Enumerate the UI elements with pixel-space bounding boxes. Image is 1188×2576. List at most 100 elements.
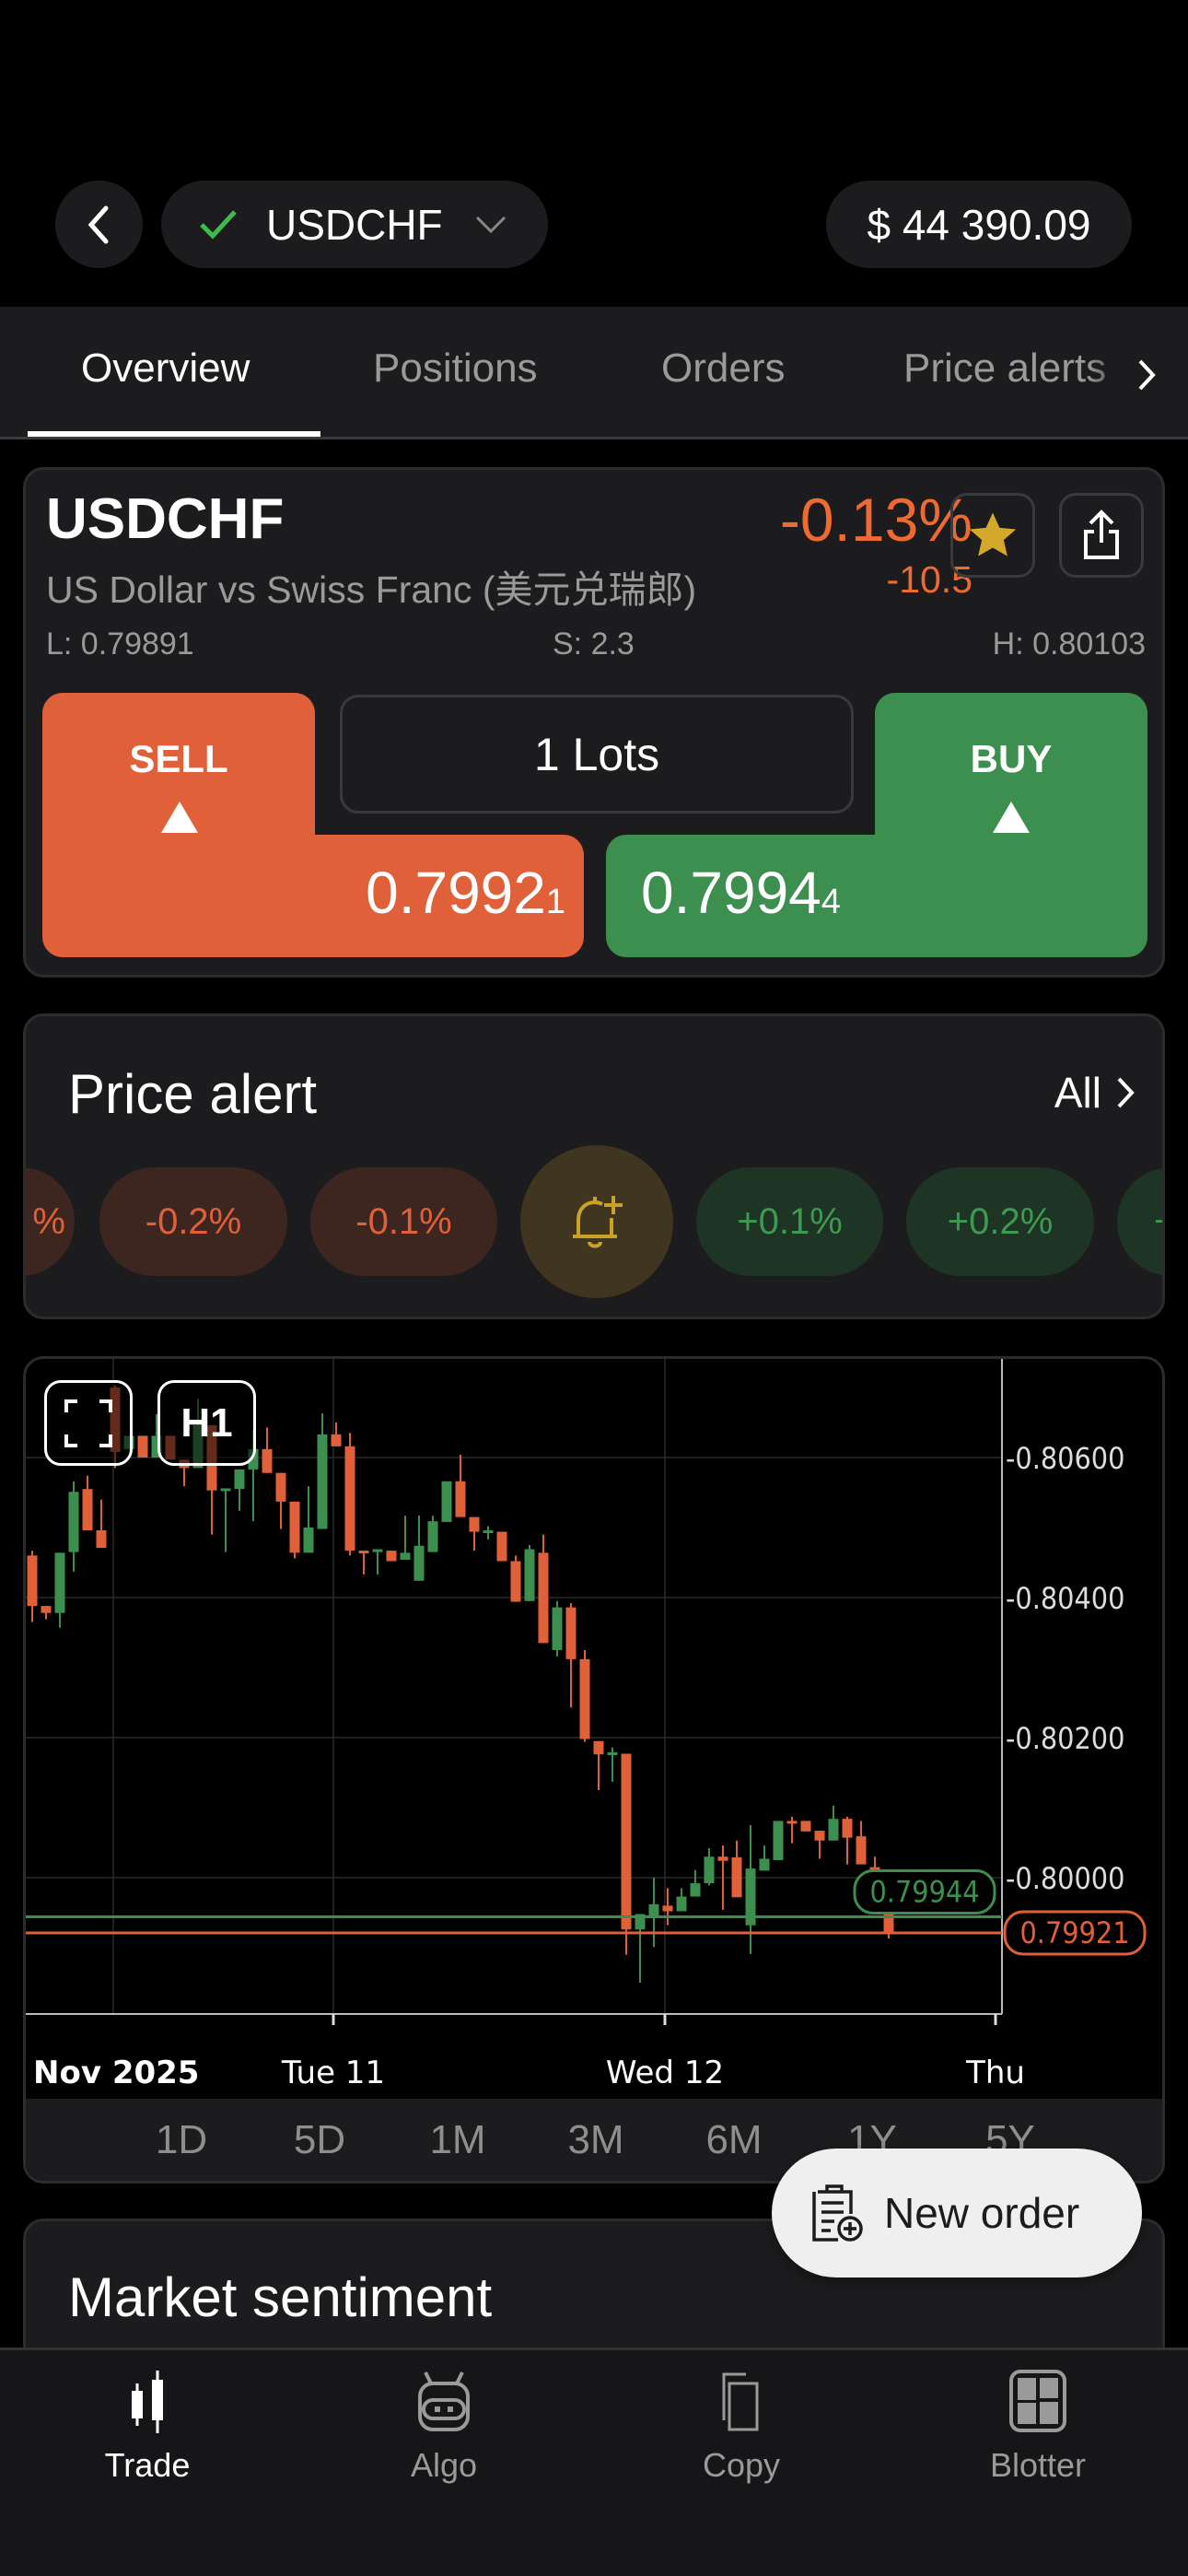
- timeframe-6m[interactable]: 6M: [705, 2117, 763, 2162]
- candle: [524, 1545, 535, 1601]
- timeframe-1d[interactable]: 1D: [155, 2117, 208, 2162]
- candle-body: [704, 1856, 715, 1884]
- favorite-button[interactable]: [950, 493, 1035, 578]
- chevron-left-icon: [87, 205, 108, 243]
- share-icon: [1084, 509, 1119, 559]
- candle-body: [731, 1856, 742, 1898]
- nav-trade[interactable]: Trade: [55, 2369, 239, 2485]
- candle-body: [400, 1552, 411, 1560]
- candle: [786, 1816, 798, 1844]
- candle-body: [800, 1821, 811, 1832]
- alert-chip-minus-0.3[interactable]: %: [26, 1167, 75, 1276]
- candle-body: [621, 1753, 632, 1930]
- nav-algo[interactable]: Algo: [352, 2369, 536, 2485]
- share-button[interactable]: [1059, 493, 1144, 578]
- x-tick-label: Tue 11: [281, 2055, 385, 2091]
- candle-body: [137, 1435, 148, 1458]
- timeframe-3m[interactable]: 3M: [567, 2117, 624, 2162]
- candle-body: [151, 1435, 162, 1458]
- candle-body: [469, 1516, 480, 1532]
- quote-symbol: USDCHF: [46, 487, 285, 551]
- y-tick-label: -0.80000: [1006, 1861, 1124, 1896]
- timeframe-1m[interactable]: 1M: [429, 2117, 486, 2162]
- lots-input[interactable]: 1 Lots: [340, 695, 854, 814]
- nav-copy[interactable]: Copy: [649, 2369, 833, 2485]
- alert-chip-plus-0.3[interactable]: +: [1117, 1167, 1162, 1276]
- candle-body: [538, 1552, 549, 1644]
- add-alert-button[interactable]: [520, 1145, 673, 1298]
- ask-price-label-box: [853, 1869, 996, 1915]
- tab-price-alerts[interactable]: Price alerts: [903, 345, 1107, 391]
- candle: [510, 1555, 521, 1602]
- new-order-label: New order: [884, 2189, 1080, 2237]
- all-label: All: [1054, 1069, 1101, 1117]
- candle-body: [68, 1492, 79, 1552]
- candle-body: [41, 1606, 52, 1613]
- all-alerts-link[interactable]: All: [1054, 1068, 1135, 1118]
- candle-body: [344, 1446, 355, 1551]
- account-balance[interactable]: $ 44 390.09: [826, 181, 1132, 268]
- candle: [690, 1869, 701, 1897]
- buy-price-area[interactable]: 0.79944: [606, 835, 1147, 957]
- alert-chip-plus-0.2[interactable]: +0.2%: [906, 1167, 1094, 1276]
- candle: [151, 1413, 162, 1458]
- candle: [565, 1603, 577, 1708]
- y-tick-label: -0.80600: [1006, 1441, 1124, 1476]
- bid-price-label-box: [1003, 1910, 1147, 1956]
- nav-blotter[interactable]: Blotter: [946, 2369, 1130, 2485]
- candle-body: [96, 1530, 107, 1549]
- y-tick-label: -0.80400: [1006, 1581, 1124, 1616]
- candle-body: [289, 1501, 300, 1553]
- chart-card: -0.80600 -0.80400 -0.80200 -0.80000 Nov 2025…: [23, 1356, 1165, 2184]
- alert-chip-plus-0.1[interactable]: +0.1%: [696, 1167, 883, 1276]
- alert-chip-minus-0.2[interactable]: -0.2%: [99, 1167, 287, 1276]
- candle-body: [759, 1858, 770, 1871]
- quote-card: USDCHF US Dollar vs Swiss Franc (美元兑瑞郎) …: [23, 467, 1165, 978]
- candle-body: [441, 1481, 452, 1522]
- tab-bar: Overview Positions Orders Price alerts: [0, 307, 1188, 439]
- candle-body: [496, 1531, 507, 1562]
- candle: [800, 1821, 811, 1832]
- candle-body: [455, 1481, 466, 1517]
- candle-body: [814, 1831, 825, 1841]
- interval-button[interactable]: H1: [157, 1380, 256, 1466]
- candle-body: [372, 1549, 383, 1552]
- candle: [262, 1427, 273, 1473]
- ask-price-label: 0.79944: [869, 1875, 979, 1910]
- candle: [593, 1740, 604, 1790]
- robot-icon: [418, 2371, 470, 2431]
- nav-algo-label: Algo: [410, 2446, 478, 2484]
- nav-blotter-label: Blotter: [989, 2446, 1087, 2484]
- candlestick-chart[interactable]: -0.80600 -0.80400 -0.80200 -0.80000 Nov 2025…: [26, 1359, 1165, 2099]
- market-sentiment-title: Market sentiment: [68, 2266, 493, 2328]
- candle-body: [54, 1552, 65, 1613]
- candle: [745, 1825, 756, 1954]
- candle: [759, 1845, 770, 1871]
- candle: [731, 1840, 742, 1898]
- candle: [828, 1805, 839, 1841]
- symbol-selector[interactable]: USDCHF: [161, 181, 548, 268]
- new-order-button[interactable]: New order: [772, 2149, 1142, 2277]
- candle: [607, 1747, 618, 1782]
- timeframe-5d[interactable]: 5D: [293, 2117, 346, 2162]
- alert-chip-minus-0.1[interactable]: -0.1%: [310, 1167, 497, 1276]
- candle: [289, 1501, 300, 1559]
- quote-description: US Dollar vs Swiss Franc (美元兑瑞郎): [46, 568, 697, 611]
- candle: [773, 1821, 784, 1860]
- candle: [704, 1848, 715, 1886]
- blotter-icon: [1009, 2370, 1066, 2432]
- bell-plus-icon: [573, 1196, 623, 1248]
- chevron-down-icon: [475, 216, 506, 233]
- sell-price-area[interactable]: 0.79921: [42, 835, 584, 957]
- candle-body: [317, 1434, 328, 1529]
- price-alert-title: Price alert: [68, 1063, 318, 1125]
- nav-trade-label: Trade: [104, 2446, 191, 2484]
- fullscreen-button[interactable]: [44, 1380, 133, 1466]
- candle: [27, 1551, 38, 1622]
- back-button[interactable]: [55, 181, 143, 268]
- candle: [455, 1454, 466, 1517]
- tab-orders[interactable]: Orders: [661, 345, 786, 391]
- tab-positions[interactable]: Positions: [373, 345, 538, 391]
- tab-overview[interactable]: Overview: [81, 345, 250, 391]
- chevron-right-icon[interactable]: [1136, 358, 1157, 392]
